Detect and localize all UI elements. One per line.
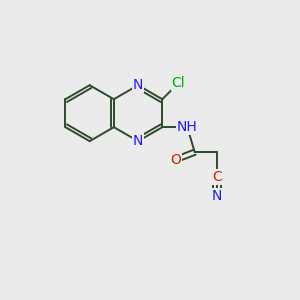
Text: N: N	[212, 189, 222, 203]
Text: O: O	[170, 153, 181, 166]
Text: N: N	[133, 134, 143, 148]
Text: NH: NH	[177, 120, 198, 134]
Text: Cl: Cl	[172, 76, 185, 90]
Text: C: C	[212, 170, 222, 184]
Text: N: N	[133, 78, 143, 92]
